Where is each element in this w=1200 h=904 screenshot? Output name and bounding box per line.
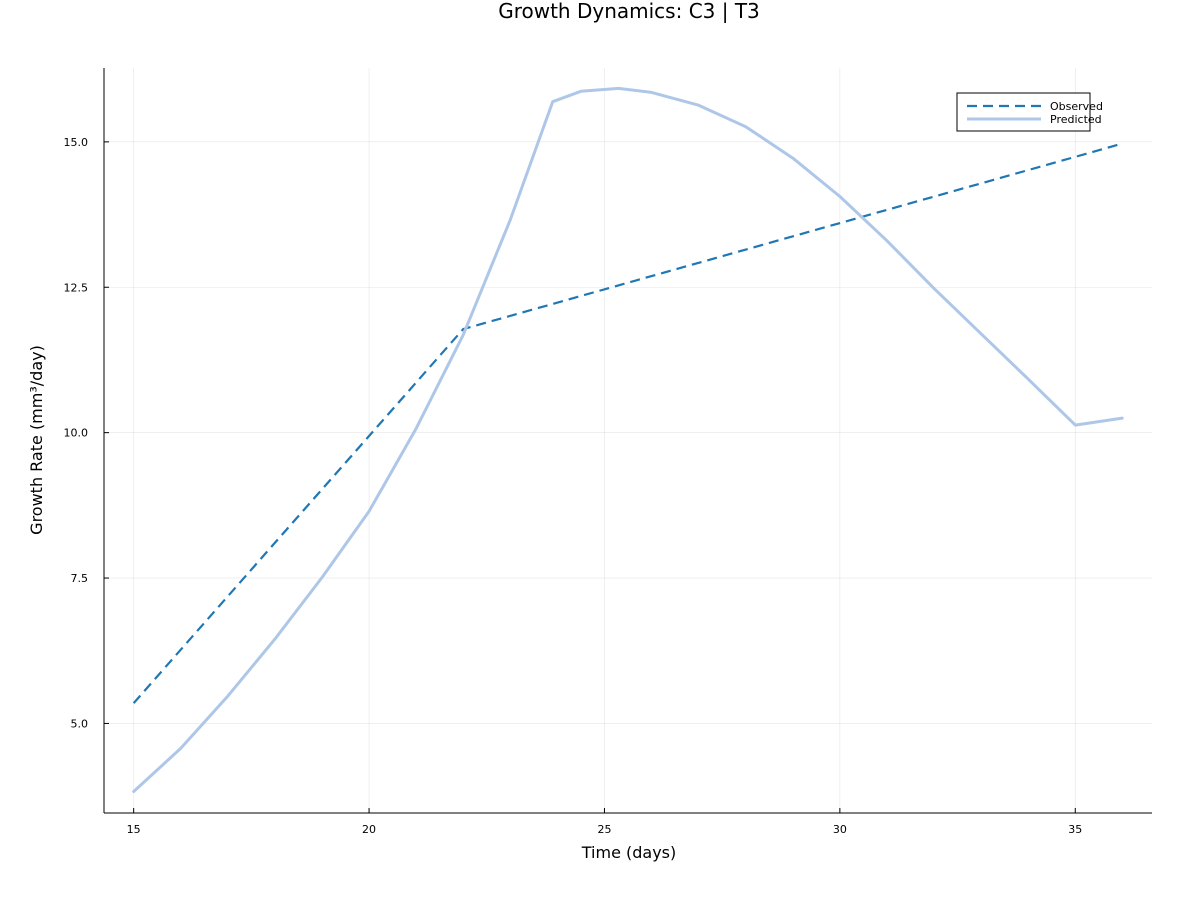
series-line-predicted — [132, 86, 1124, 793]
series-lines — [132, 86, 1124, 793]
y-tick-label: 5.0 — [71, 717, 89, 730]
series-line-observed — [132, 142, 1123, 704]
x-axis-label: Time (days) — [581, 843, 677, 862]
axes — [103, 68, 1152, 814]
legend-box — [956, 92, 1091, 132]
x-tick-label: 25 — [597, 823, 611, 836]
tick-labels: 15 20 25 30 35 5.0 7.5 10.0 12.5 15.0 — [64, 136, 1083, 836]
legend-label-observed: Observed — [1050, 100, 1103, 113]
legend-label-predicted: Predicted — [1050, 113, 1102, 126]
chart-title: Growth Dynamics: C3 | T3 — [498, 0, 760, 23]
x-tick-label: 15 — [127, 823, 141, 836]
y-tick-label: 10.0 — [64, 427, 89, 440]
y-tick-label: 12.5 — [64, 281, 89, 294]
y-tick-label: 7.5 — [71, 572, 89, 585]
y-axis-label: Growth Rate (mm³/day) — [27, 345, 46, 535]
x-tick-label: 35 — [1068, 823, 1082, 836]
grid-lines — [104, 68, 1152, 813]
legend: Observed Predicted — [956, 92, 1103, 132]
y-tick-label: 15.0 — [64, 136, 89, 149]
x-tick-label: 30 — [833, 823, 847, 836]
x-tick-label: 20 — [362, 823, 376, 836]
